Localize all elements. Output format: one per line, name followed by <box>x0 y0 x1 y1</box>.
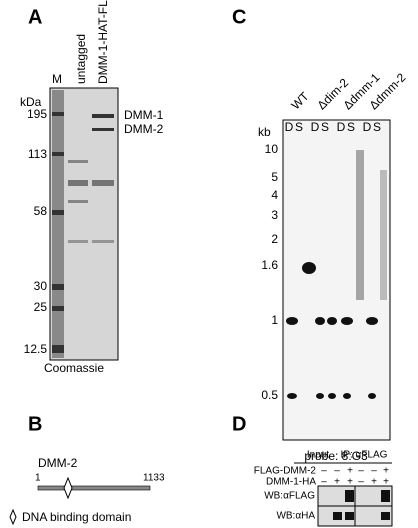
sign: – <box>321 466 327 477</box>
fraction-label: S <box>347 120 355 134</box>
lane-label: DMM-1-HAT-FLAG <box>96 0 110 84</box>
legend-text: DNA binding domain <box>22 510 131 524</box>
marker-label: 25 <box>34 300 48 314</box>
row-label: DMM-1-HA <box>266 477 316 488</box>
fraction-label: D <box>363 120 372 134</box>
gel-c-bands <box>286 150 387 399</box>
marker-label: 3 <box>271 208 278 222</box>
blot-label: WB:αHA <box>276 511 315 522</box>
sign: – <box>321 477 327 488</box>
domain-diamond <box>63 476 73 500</box>
panel-label: B <box>28 413 42 435</box>
unit: kDa <box>20 95 42 109</box>
marker-label: 30 <box>34 279 48 293</box>
marker-label: 195 <box>27 107 47 121</box>
sign: + <box>347 477 353 488</box>
panel-label: C <box>232 6 246 28</box>
group-label: IP: αFLAG <box>341 450 388 461</box>
marker-label: 5 <box>271 170 278 184</box>
panel-label: D <box>232 413 246 435</box>
caption: probe: 8:G3 <box>304 449 368 463</box>
blot-label: WB:αFLAG <box>264 491 315 502</box>
blot-bands <box>333 490 390 520</box>
sign: + <box>383 466 389 477</box>
protein-bar <box>37 485 151 491</box>
marker-label: 1 <box>271 313 278 327</box>
marker-label: 12.5 <box>24 342 48 356</box>
row-label: FLAG-DMM-2 <box>254 466 317 477</box>
gel-c <box>282 119 391 441</box>
lane-label: untagged <box>74 34 88 84</box>
sign: – <box>371 466 377 477</box>
sign: – <box>358 477 364 488</box>
sign: + <box>334 477 340 488</box>
marker-label: 10 <box>265 142 279 156</box>
caption: Coomassie <box>44 361 104 375</box>
residue: 1 <box>35 473 41 484</box>
sign: – <box>334 466 340 477</box>
sign: + <box>371 477 377 488</box>
fraction-label: S <box>321 120 329 134</box>
sign: + <box>383 477 389 488</box>
protein-name: DMM-2 <box>38 456 78 470</box>
gel-a-bands <box>52 112 114 353</box>
marker-label: 113 <box>28 147 47 161</box>
unit: kb <box>258 125 271 139</box>
sign: – <box>358 466 364 477</box>
fraction-label: D <box>311 120 320 134</box>
marker-label: 4 <box>271 188 278 202</box>
lane-label: M <box>52 72 62 86</box>
fraction-label: D <box>337 120 346 134</box>
fraction-label: S <box>373 120 381 134</box>
marker-label: 58 <box>34 204 48 218</box>
group-label: Input <box>307 450 329 461</box>
fraction-label: D <box>285 120 294 134</box>
marker-label: 0.5 <box>261 388 278 402</box>
band-label: DMM-2 <box>124 122 164 136</box>
fraction-label: S <box>295 120 303 134</box>
band-label: DMM-1 <box>124 108 164 122</box>
panel-label: A <box>28 6 42 28</box>
sign: + <box>347 466 353 477</box>
marker-label: 1.6 <box>261 258 278 272</box>
marker-label: 2 <box>271 232 278 246</box>
residue: 1133 <box>143 473 165 484</box>
legend-diamond <box>9 508 17 526</box>
marker-lane <box>52 90 64 358</box>
lane-label: WT <box>288 89 312 113</box>
